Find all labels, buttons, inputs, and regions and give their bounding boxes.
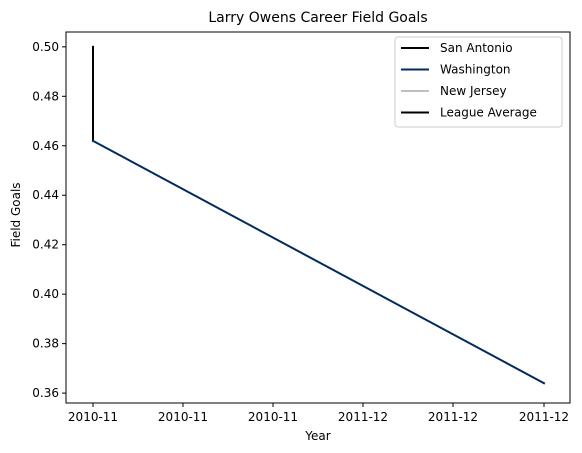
y-tick-label: 0.42 bbox=[32, 238, 59, 252]
x-tick-label: 2010-11 bbox=[248, 410, 298, 424]
x-tick-label: 2010-11 bbox=[68, 410, 118, 424]
x-tick-label: 2011-12 bbox=[519, 410, 569, 424]
series-line-washington bbox=[91, 139, 546, 385]
legend-label-san-antonio: San Antonio bbox=[440, 41, 513, 55]
x-tick-label: 2011-12 bbox=[338, 410, 388, 424]
y-tick-label: 0.50 bbox=[32, 40, 59, 54]
y-tick-label: 0.36 bbox=[32, 386, 59, 400]
chart-title: Larry Owens Career Field Goals bbox=[208, 10, 427, 26]
y-axis: 0.36 0.38 0.40 0.42 0.44 0.46 0.48 0.50 bbox=[32, 40, 66, 400]
legend-label-washington: Washington bbox=[440, 63, 511, 77]
x-axis-label: Year bbox=[304, 429, 330, 443]
y-axis-label: Field Goals bbox=[9, 182, 23, 247]
plot-area bbox=[65, 31, 571, 404]
x-tick-label: 2011-12 bbox=[428, 410, 478, 424]
y-tick-label: 0.40 bbox=[32, 287, 59, 301]
legend-label-league-average: League Average bbox=[440, 106, 537, 120]
y-tick-label: 0.46 bbox=[32, 139, 59, 153]
legend-label-new-jersey: New Jersey bbox=[440, 84, 507, 98]
x-tick-label: 2010-11 bbox=[158, 410, 208, 424]
plot-frame bbox=[65, 31, 571, 404]
y-tick-label: 0.38 bbox=[32, 337, 59, 351]
y-tick-label: 0.48 bbox=[32, 89, 59, 103]
legend: San Antonio Washington New Jersey League Av… bbox=[394, 36, 563, 128]
x-axis: 2010-11 2010-11 2010-11 2011-12 2011-12 2011-… bbox=[68, 403, 569, 424]
y-tick-label: 0.44 bbox=[32, 188, 59, 202]
legend-box bbox=[394, 36, 563, 128]
